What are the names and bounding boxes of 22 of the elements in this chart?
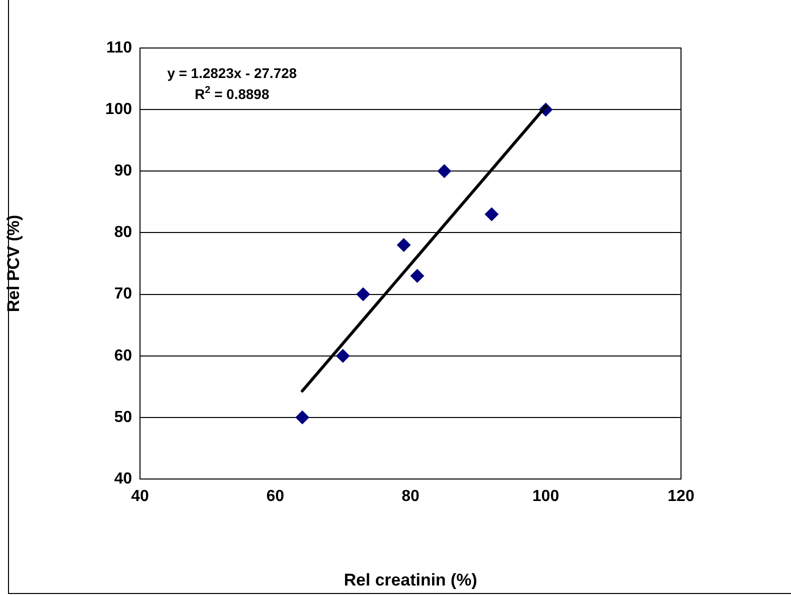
y-tick-label: 70: [114, 286, 132, 303]
x-tick-label: 80: [402, 488, 420, 506]
point: [336, 348, 350, 363]
point: [437, 164, 452, 178]
y-tick-label: 90: [114, 162, 132, 180]
y-tick-label: 100: [105, 100, 132, 118]
point: [356, 287, 370, 302]
x-axis-title: Rel creatinin (%): [344, 570, 478, 590]
point: [295, 410, 310, 424]
point: [396, 238, 411, 252]
point: [410, 268, 424, 283]
x-tick-label: 60: [266, 488, 284, 506]
y-tick-label: 60: [114, 347, 132, 364]
y-tick-label: 40: [114, 470, 132, 488]
y-tick-label: 50: [114, 408, 132, 426]
x-tick-label: 40: [131, 488, 149, 506]
y-tick-label: 80: [114, 224, 132, 242]
x-tick-label: 100: [532, 488, 560, 506]
annotation: y = 1.2823x - 27.728: [167, 65, 298, 81]
x-tick-label: 120: [668, 488, 694, 506]
y-tick-label: 110: [106, 39, 132, 56]
point: [484, 207, 499, 222]
